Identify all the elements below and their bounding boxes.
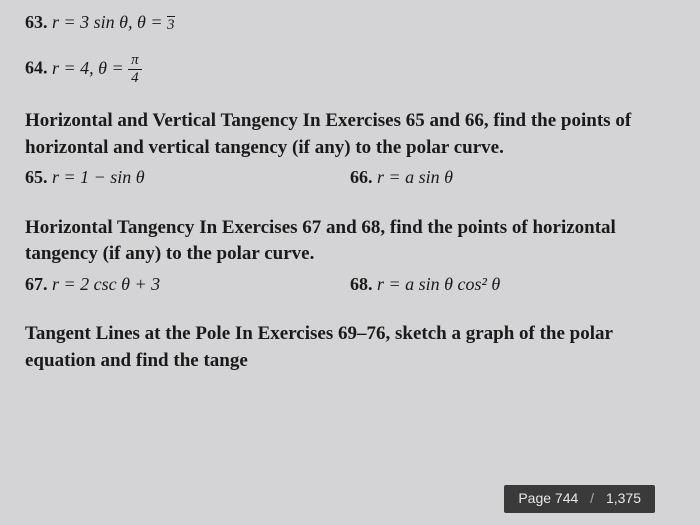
problem-equation: r = a sin θ cos² θ	[377, 274, 500, 294]
section-h-tangency: Horizontal Tangency In Exercises 67 and …	[25, 215, 675, 268]
problem-68: 68. r = a sin θ cos² θ	[350, 272, 675, 297]
problem-number: 64.	[25, 58, 48, 78]
problem-number: 66.	[350, 167, 373, 187]
problem-number: 63.	[25, 12, 48, 32]
problem-65: 65. r = 1 − sin θ	[25, 165, 350, 190]
section-hv-tangency: Horizontal and Vertical Tangency In Exer…	[25, 108, 675, 161]
problem-66: 66. r = a sin θ	[350, 165, 675, 190]
section-title: Tangent Lines at the Pole	[25, 323, 230, 344]
page-label: Page	[518, 490, 551, 506]
problem-equation: r = 2 csc θ + 3	[52, 274, 160, 294]
section-title: Horizontal Tangency	[25, 217, 194, 238]
problem-equation: r = 1 − sin θ	[52, 167, 145, 187]
problem-equation: r = 4, θ = π4	[52, 58, 142, 78]
page-indicator[interactable]: Page 744 / 1,375	[504, 485, 655, 513]
problem-equation: r = a sin θ	[377, 167, 453, 187]
page-total: 1,375	[606, 490, 641, 506]
problem-63: 63. r = 3 sin θ, θ = 3	[25, 10, 675, 35]
problem-67: 67. r = 2 csc θ + 3	[25, 272, 350, 297]
problem-64: 64. r = 4, θ = π4	[25, 53, 675, 86]
section-title: Horizontal and Vertical Tangency	[25, 110, 298, 131]
problem-row-65-66: 65. r = 1 − sin θ 66. r = a sin θ	[25, 165, 675, 190]
fraction: 3	[167, 15, 175, 33]
problem-equation: r = 3 sin θ, θ = 3	[52, 12, 175, 32]
problem-number: 67.	[25, 274, 48, 294]
section-tangent-pole: Tangent Lines at the Pole In Exercises 6…	[25, 321, 675, 374]
problem-number: 65.	[25, 167, 48, 187]
problem-row-67-68: 67. r = 2 csc θ + 3 68. r = a sin θ cos²…	[25, 272, 675, 297]
page-separator: /	[590, 490, 594, 506]
fraction: π4	[128, 53, 142, 86]
problem-number: 68.	[350, 274, 373, 294]
page-current: 744	[555, 490, 578, 506]
